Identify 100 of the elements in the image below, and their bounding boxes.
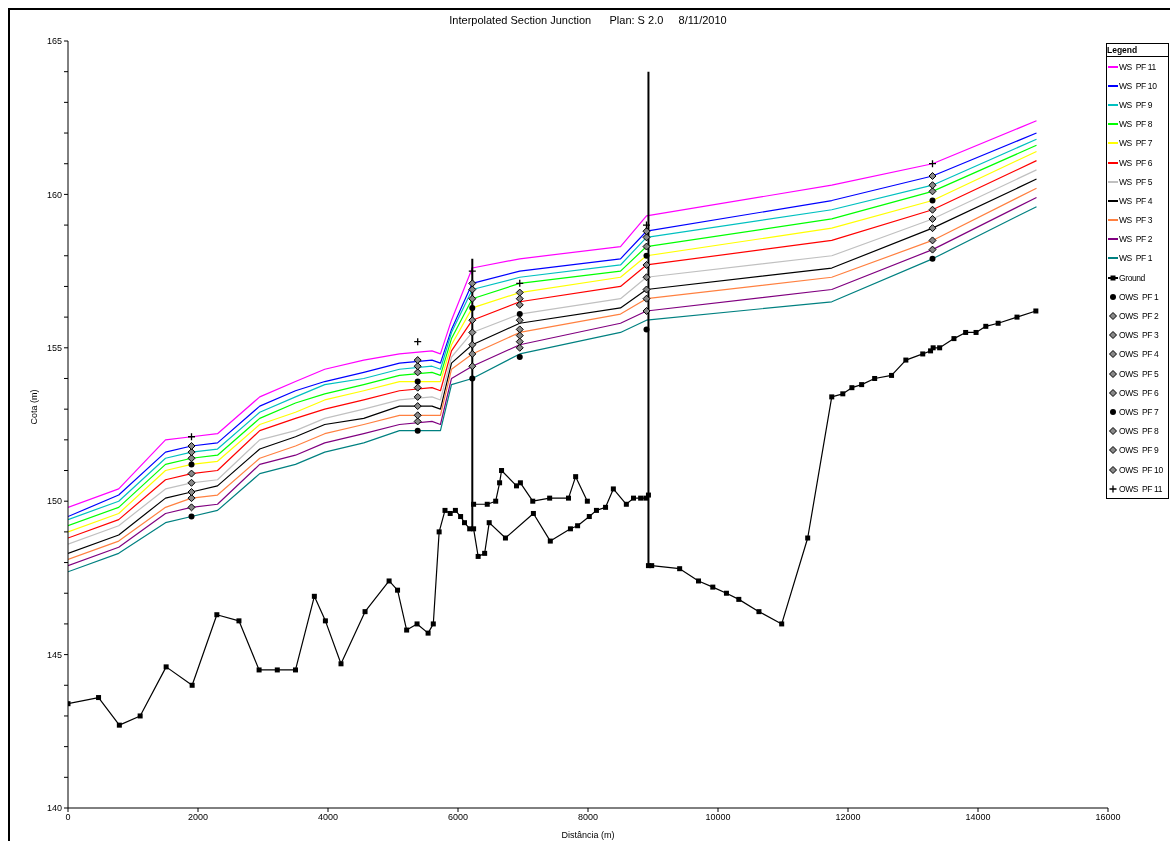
x-tick-label: 16000 [1095,812,1121,823]
legend-label: WS PF 1 [1119,253,1153,264]
point [642,242,651,251]
point [643,252,650,259]
point [515,331,524,340]
point [928,224,937,233]
x-tick-label: 0 [65,812,71,823]
point [468,316,477,325]
legend-title: Legend [1107,44,1168,57]
x-tick-label: 6000 [447,812,469,823]
point [515,343,524,352]
point [642,273,651,282]
legend-label: WS PF 4 [1119,195,1153,206]
y-tick-label: 140 [46,803,62,814]
point [515,288,524,297]
point [515,316,524,325]
point [468,362,477,371]
point [642,306,651,315]
legend-label: OWS PF 8 [1119,426,1159,437]
point [188,513,195,520]
legend-label: OWS PF 5 [1119,368,1159,379]
point [413,402,422,411]
point [413,417,422,426]
point [928,245,937,254]
point [413,368,422,377]
point [515,325,524,334]
point [187,503,196,512]
x-tick-label: 14000 [965,812,991,823]
point [928,205,937,214]
legend-label: OWS PF 7 [1119,406,1159,417]
x-axis-title: Distância (m) [561,830,615,840]
point [468,349,477,358]
point [642,220,651,230]
legend-label: WS PF 5 [1119,176,1153,187]
point [642,233,651,242]
legend-label: WS PF 11 [1119,61,1156,72]
point [187,494,196,503]
legend-label: WS PF 9 [1119,99,1153,110]
y-tick-label: 160 [46,189,62,200]
y-tick-label: 165 [46,36,62,47]
x-tick-label: 12000 [835,812,861,823]
legend-label: WS PF 6 [1119,157,1153,168]
point [643,326,650,333]
legend-label: OWS PF 9 [1119,445,1159,456]
y-tick-label: 155 [46,342,62,353]
x-tick-label: 4000 [317,812,339,823]
point [187,488,196,496]
x-tick-label: 8000 [577,812,599,823]
point [468,279,477,288]
legend-label: OWS PF 3 [1119,330,1159,341]
y-tick-label: 145 [46,649,62,660]
point [414,427,421,434]
chart-title: Interpolated Section Junction Plan: S 2.0 8/11/2010 [449,14,727,26]
point [187,478,196,487]
point [187,454,196,463]
legend-label: WS PF 8 [1119,119,1153,130]
point [642,227,651,236]
point [516,311,523,318]
legend-label: OWS PF 4 [1119,349,1159,360]
legend-label: WS PF 2 [1119,234,1153,245]
point [928,171,937,180]
point [413,362,422,371]
legend-label: OWS PF 1 [1119,291,1159,302]
point [642,285,651,294]
point [187,469,196,478]
point [187,448,196,457]
point [468,294,477,303]
legend-label: Ground [1119,272,1145,283]
point [515,294,524,303]
legend-label: WS PF 10 [1119,80,1157,91]
point [929,255,936,262]
point [642,294,651,303]
y-axis-title: Cota (m) [29,389,40,425]
x-tick-label: 10000 [705,812,731,823]
legend-label: OWS PF 11 [1119,483,1163,494]
legend-label: OWS PF 10 [1119,464,1163,475]
point [187,441,196,450]
point [469,375,476,382]
point [413,383,422,392]
point [414,378,421,385]
point [468,266,477,276]
point [928,236,937,245]
y-tick-label: 150 [46,496,62,507]
point [515,337,524,346]
point [516,354,523,360]
point [413,411,422,420]
x-tick-label: 2000 [187,812,209,823]
point [515,300,524,309]
point [469,304,476,311]
legend-label: OWS PF 2 [1119,311,1159,322]
point [642,260,651,269]
legend-label: WS PF 7 [1119,138,1153,149]
legend-label: OWS PF 6 [1119,387,1159,398]
point [468,328,477,337]
point [468,285,477,294]
point [929,197,936,204]
point [928,214,937,223]
point [928,181,937,190]
point [928,187,937,196]
point [468,340,477,349]
